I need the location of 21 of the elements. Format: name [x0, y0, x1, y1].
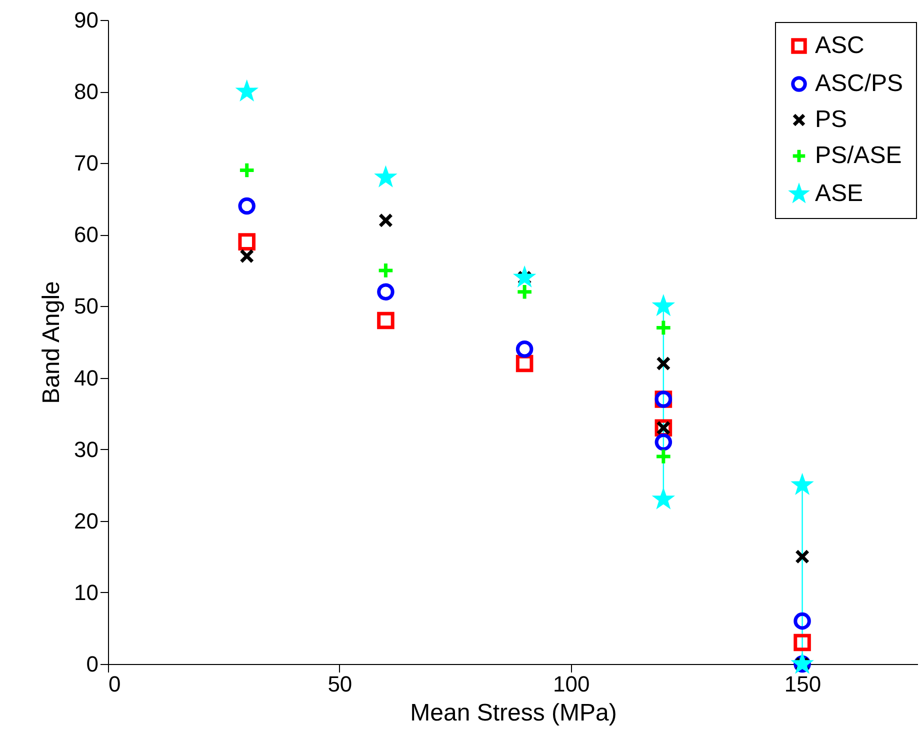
y-tick-label: 60: [74, 222, 98, 248]
legend-label: PS/ASE: [815, 142, 902, 169]
y-tick-label: 30: [74, 436, 98, 462]
y-tick-label: 40: [74, 365, 98, 390]
y-tick-label: 70: [74, 150, 98, 176]
y-tick-label: 0: [86, 652, 98, 676]
x-axis-title: Mean Stress (MPa): [410, 700, 617, 726]
legend-label: ASC: [815, 32, 864, 59]
y-tick-label: 20: [74, 508, 98, 534]
legend-label: PS: [815, 106, 848, 133]
y-tick-label: 10: [74, 580, 98, 605]
x-tick-label: 100: [553, 672, 590, 696]
x-tick-label: 0: [108, 672, 121, 696]
y-tick-label: 50: [74, 294, 98, 319]
x-tick-label: 50: [328, 672, 352, 696]
legend-label: ASE: [815, 180, 864, 207]
x-tick-label: 150: [784, 672, 822, 696]
y-axis-title: Band Angle: [38, 281, 66, 404]
y-tick-label: 90: [74, 8, 98, 32]
legend-label: ASC/PS: [815, 70, 904, 97]
y-tick-label: 80: [74, 79, 98, 104]
